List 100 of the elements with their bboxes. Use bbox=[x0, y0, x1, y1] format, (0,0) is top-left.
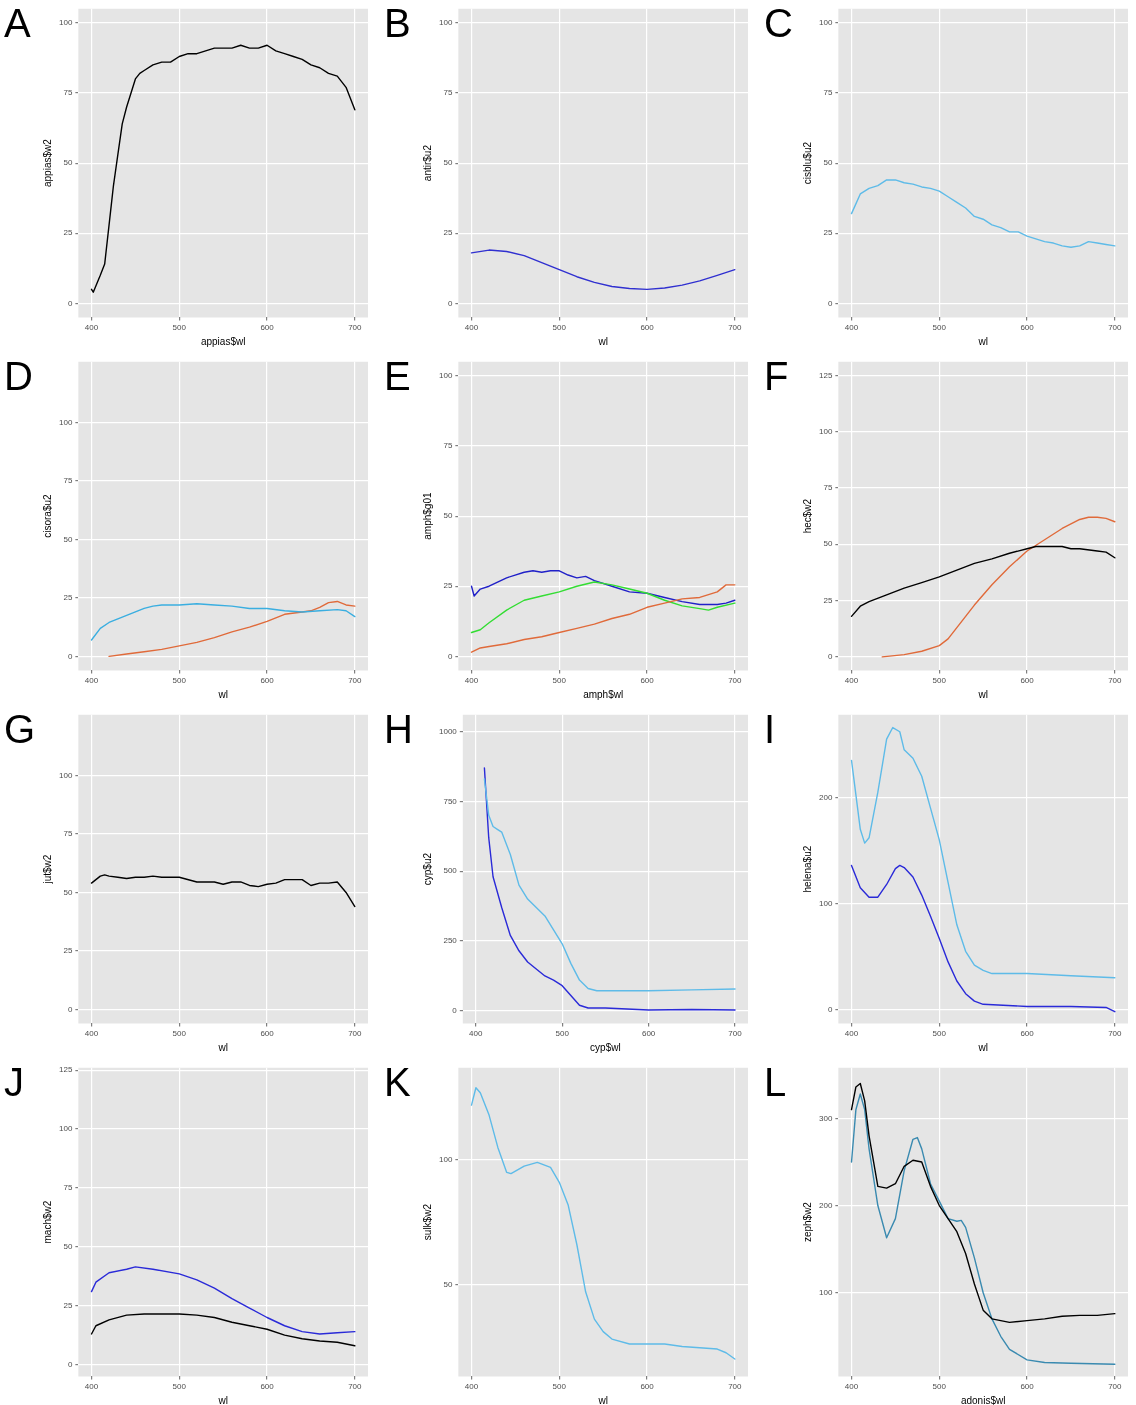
x-tick-label: 500 bbox=[555, 1029, 570, 1039]
y-tick-label: 25 bbox=[63, 228, 73, 238]
x-tick-label: 400 bbox=[844, 323, 859, 333]
y-tick-label: 75 bbox=[63, 1183, 73, 1193]
y-axis-title: helena$u2 bbox=[801, 845, 813, 893]
x-tick-label: 500 bbox=[932, 1029, 947, 1039]
x-tick-label: 600 bbox=[640, 323, 655, 333]
text: G bbox=[4, 707, 36, 751]
y-tick-label: 1000 bbox=[439, 726, 458, 736]
x-axis-title: cyp$wl bbox=[590, 1041, 621, 1053]
y-tick-label: 100 bbox=[818, 18, 833, 28]
y-tick-label: 0 bbox=[67, 651, 73, 661]
x-tick-label: 400 bbox=[844, 1382, 859, 1392]
y-tick-label: 0 bbox=[67, 298, 73, 308]
y-tick-label: 0 bbox=[827, 298, 833, 308]
text: L bbox=[764, 1060, 787, 1104]
x-axis-title: wl bbox=[217, 688, 228, 700]
x-axis-title: wl bbox=[217, 1394, 228, 1405]
x-tick-label: 500 bbox=[172, 1382, 187, 1392]
x-tick-label: 400 bbox=[844, 1029, 859, 1039]
y-tick-label: 25 bbox=[823, 595, 833, 605]
x-tick-label: 700 bbox=[348, 1029, 363, 1039]
x-axis-title: wl bbox=[977, 688, 988, 700]
y-tick-label: 100 bbox=[58, 18, 73, 28]
y-tick-label: 75 bbox=[823, 88, 833, 98]
x-tick-label: 600 bbox=[641, 1029, 656, 1039]
x-tick-label: 700 bbox=[728, 323, 743, 333]
y-tick-label: 0 bbox=[447, 651, 453, 661]
x-tick-label: 700 bbox=[1108, 1382, 1123, 1392]
y-tick-label: 125 bbox=[58, 1065, 73, 1075]
y-tick-label: 100 bbox=[58, 770, 73, 780]
y-tick-label: 100 bbox=[438, 18, 453, 28]
text: H bbox=[384, 707, 413, 751]
x-tick-label: 600 bbox=[1020, 1382, 1035, 1392]
text: I bbox=[764, 707, 776, 751]
y-axis-title: amph$g01 bbox=[421, 492, 433, 540]
x-tick-label: 400 bbox=[84, 676, 99, 686]
y-tick-label: 100 bbox=[438, 371, 453, 381]
y-tick-label: 75 bbox=[63, 476, 73, 486]
y-tick-label: 50 bbox=[63, 534, 73, 544]
x-tick-label: 400 bbox=[464, 1382, 479, 1392]
y-tick-label: 50 bbox=[63, 1242, 73, 1252]
y-axis-title: cisblu$u2 bbox=[801, 141, 813, 185]
x-tick-label: 600 bbox=[1020, 323, 1035, 333]
x-axis-title: wl bbox=[597, 335, 608, 347]
y-tick-label: 25 bbox=[63, 593, 73, 603]
x-tick-label: 600 bbox=[1020, 676, 1035, 686]
y-tick-label: 100 bbox=[818, 426, 833, 436]
y-tick-label: 75 bbox=[823, 483, 833, 493]
x-axis-title: appias$wl bbox=[200, 335, 246, 347]
y-axis-title: jut$w2 bbox=[41, 854, 53, 885]
y-tick-label: 75 bbox=[63, 88, 73, 98]
y-tick-label: 75 bbox=[63, 829, 73, 839]
x-tick-label: 400 bbox=[84, 323, 99, 333]
y-tick-label: 0 bbox=[67, 1359, 73, 1369]
y-tick-label: 750 bbox=[443, 796, 458, 806]
y-tick-label: 75 bbox=[443, 441, 453, 451]
x-tick-label: 500 bbox=[552, 1382, 567, 1392]
y-tick-label: 50 bbox=[443, 511, 453, 521]
x-tick-label: 600 bbox=[260, 676, 275, 686]
x-tick-label: 500 bbox=[932, 676, 947, 686]
y-axis-title: zeph$w2 bbox=[801, 1201, 813, 1243]
y-tick-label: 75 bbox=[443, 88, 453, 98]
x-tick-label: 400 bbox=[464, 323, 479, 333]
x-axis-title: wl bbox=[977, 1041, 988, 1053]
x-tick-label: 400 bbox=[84, 1382, 99, 1392]
y-axis-title: antir$u2 bbox=[421, 144, 433, 182]
y-tick-label: 25 bbox=[443, 228, 453, 238]
text: D bbox=[4, 354, 33, 398]
x-tick-label: 500 bbox=[172, 323, 187, 333]
x-tick-label: 700 bbox=[728, 1382, 743, 1392]
y-tick-label: 0 bbox=[67, 1004, 73, 1014]
x-tick-label: 600 bbox=[260, 1382, 275, 1392]
text: F bbox=[764, 354, 789, 398]
x-tick-label: 500 bbox=[932, 323, 947, 333]
y-axis-title: sulk$w2 bbox=[421, 1203, 433, 1241]
x-tick-label: 700 bbox=[348, 323, 363, 333]
x-axis-title: wl bbox=[217, 1041, 228, 1053]
y-tick-label: 500 bbox=[443, 866, 458, 876]
y-tick-label: 50 bbox=[823, 539, 833, 549]
x-tick-label: 500 bbox=[172, 676, 187, 686]
text: K bbox=[384, 1060, 411, 1104]
x-axis-title: amph$wl bbox=[583, 688, 624, 700]
x-tick-label: 500 bbox=[172, 1029, 187, 1039]
x-tick-label: 700 bbox=[1108, 676, 1123, 686]
x-tick-label: 600 bbox=[260, 323, 275, 333]
x-tick-label: 700 bbox=[728, 676, 743, 686]
y-axis-title: mach$w2 bbox=[41, 1200, 53, 1244]
x-tick-label: 600 bbox=[1020, 1029, 1035, 1039]
y-tick-label: 50 bbox=[443, 1279, 453, 1289]
y-tick-label: 100 bbox=[438, 1155, 453, 1165]
y-tick-label: 100 bbox=[58, 1124, 73, 1134]
y-tick-label: 0 bbox=[827, 1004, 833, 1014]
x-axis-title: wl bbox=[597, 1394, 608, 1405]
x-tick-label: 400 bbox=[464, 676, 479, 686]
y-tick-label: 25 bbox=[63, 946, 73, 956]
text: B bbox=[384, 1, 411, 45]
y-tick-label: 200 bbox=[818, 792, 833, 802]
y-axis-title: appias$w2 bbox=[41, 138, 53, 188]
x-tick-label: 400 bbox=[84, 1029, 99, 1039]
